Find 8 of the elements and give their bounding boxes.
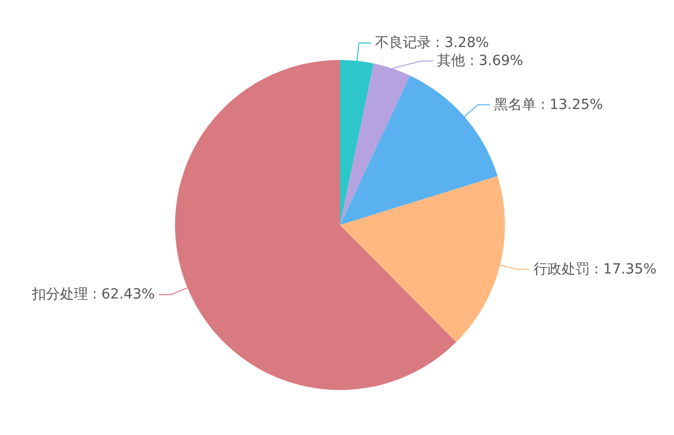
pie-slice — [340, 63, 410, 225]
pie-slice — [340, 176, 505, 342]
slice-label: 其他 : 3.69% — [437, 52, 524, 69]
slice-label: 行政处罚 : 17.35% — [534, 261, 657, 278]
pie-slice — [340, 60, 374, 225]
slice-label: 扣分处理 : 62.43% — [30, 286, 155, 303]
slice-label: 不良记录 : 3.28% — [374, 34, 489, 51]
slice-label: 黑名单 : 13.25% — [494, 96, 603, 113]
